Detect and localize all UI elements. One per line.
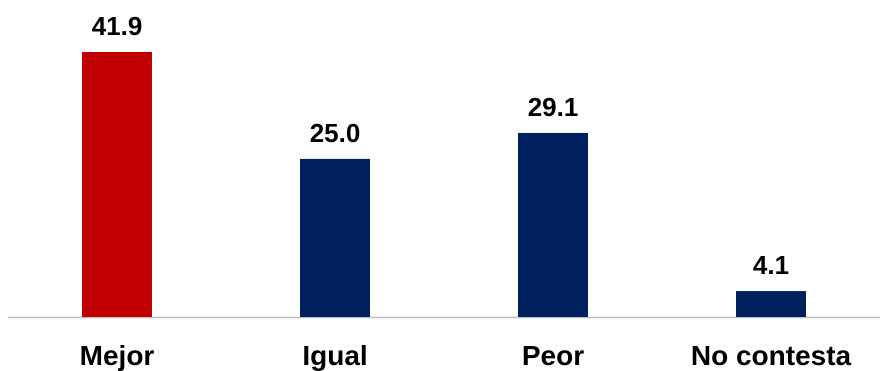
bar-peor	[518, 132, 588, 317]
value-labels-group: 41.9 25.0 29.1 4.1	[92, 11, 789, 280]
bars-group	[82, 52, 806, 317]
category-label: Igual	[302, 340, 367, 371]
value-label: 4.1	[753, 250, 789, 280]
category-labels-group: Mejor Igual Peor No contesta	[80, 340, 852, 371]
value-label: 29.1	[528, 92, 579, 122]
category-label: Peor	[522, 340, 584, 371]
category-label: Mejor	[80, 340, 155, 371]
category-label: No contesta	[691, 340, 852, 371]
bar-igual	[300, 158, 370, 317]
value-label: 41.9	[92, 11, 143, 41]
value-label: 25.0	[310, 118, 361, 148]
bar-mejor	[82, 52, 152, 317]
bar-no-contesta	[736, 291, 806, 317]
